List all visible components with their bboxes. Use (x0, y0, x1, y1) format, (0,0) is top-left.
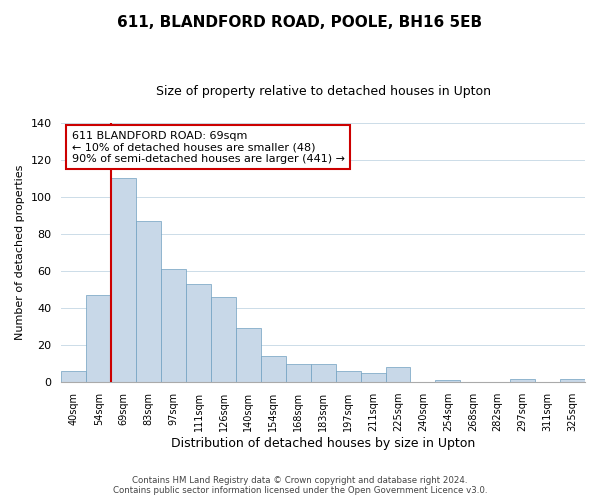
Bar (311, 364, 335, 382)
Bar (61, 371, 86, 382)
Bar (211, 297, 236, 382)
Bar (510, 378, 535, 382)
Bar (111, 178, 136, 382)
Bar (386, 368, 410, 382)
Text: Contains HM Land Registry data © Crown copyright and database right 2024.
Contai: Contains HM Land Registry data © Crown c… (113, 476, 487, 495)
X-axis label: Distribution of detached houses by size in Upton: Distribution of detached houses by size … (171, 437, 475, 450)
Y-axis label: Number of detached properties: Number of detached properties (15, 165, 25, 340)
Bar (236, 328, 261, 382)
Bar (161, 269, 186, 382)
Bar (335, 371, 361, 382)
Bar (136, 221, 161, 382)
Bar (560, 378, 585, 382)
Title: Size of property relative to detached houses in Upton: Size of property relative to detached ho… (156, 85, 491, 98)
Bar (286, 364, 311, 382)
Bar (261, 356, 286, 382)
Bar (86, 295, 111, 382)
Bar (186, 284, 211, 382)
Text: 611, BLANDFORD ROAD, POOLE, BH16 5EB: 611, BLANDFORD ROAD, POOLE, BH16 5EB (118, 15, 482, 30)
Text: 611 BLANDFORD ROAD: 69sqm
← 10% of detached houses are smaller (48)
90% of semi-: 611 BLANDFORD ROAD: 69sqm ← 10% of detac… (72, 130, 345, 164)
Bar (436, 380, 460, 382)
Bar (361, 373, 386, 382)
